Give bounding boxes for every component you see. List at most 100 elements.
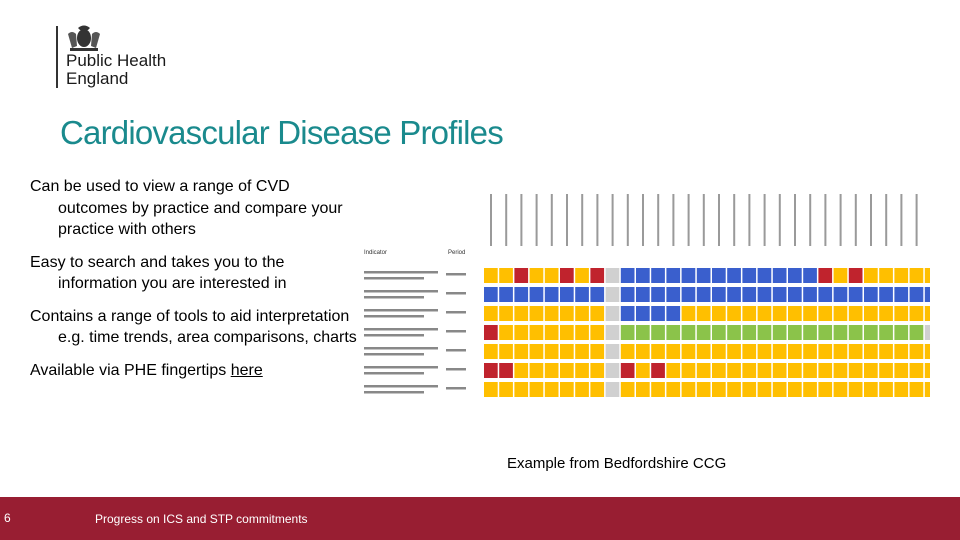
table-cell [727, 382, 741, 397]
table-cell [484, 306, 498, 321]
table-cell [909, 382, 924, 397]
table-cell [651, 344, 665, 359]
row-label-line [364, 366, 438, 369]
table-cell [833, 382, 848, 397]
table-cell [894, 287, 909, 302]
table-cell [666, 306, 681, 321]
table-cell [833, 287, 848, 302]
table-cell [788, 287, 802, 302]
table-cell [636, 344, 650, 359]
table-cell [894, 268, 909, 283]
table-cell [620, 268, 635, 283]
table-cell [696, 268, 711, 283]
column-header-text [854, 194, 857, 246]
table-cell [894, 306, 909, 321]
table-cell [772, 268, 787, 283]
logo-text: Public Health England [66, 51, 167, 88]
table-cell [757, 268, 772, 283]
table-cell [544, 344, 559, 359]
table-cell [544, 325, 559, 340]
table-cell [833, 363, 848, 378]
table-cell [529, 363, 544, 378]
table-cell [620, 344, 635, 359]
table-cell [848, 287, 863, 302]
table-cell [666, 344, 681, 359]
table-cell [529, 306, 544, 321]
table-cell [727, 325, 741, 340]
table-cell [909, 287, 924, 302]
column-header-text [672, 194, 675, 246]
table-cell [864, 287, 878, 302]
bullet-view-outcomes: Can be used to view a range of CVD outco… [30, 178, 343, 238]
table-cell [818, 306, 833, 321]
column-header-text [702, 194, 705, 246]
column-header-text [520, 194, 523, 246]
table-rows [364, 268, 930, 397]
table-cell [560, 325, 574, 340]
table-cell [727, 287, 741, 302]
table-cell [484, 268, 498, 283]
table-cell [499, 325, 513, 340]
table-cell [848, 382, 863, 397]
table-cell [590, 306, 605, 321]
table-cell [727, 306, 741, 321]
table-cell [651, 325, 665, 340]
table-cell [757, 325, 772, 340]
table-cell [879, 268, 893, 283]
table-cell [560, 344, 574, 359]
table-cell [560, 287, 574, 302]
table-cell [499, 382, 513, 397]
table-cell [605, 306, 620, 321]
table-cell [620, 306, 635, 321]
column-header-text [687, 194, 690, 246]
row-period-line [446, 387, 466, 390]
table-cell [575, 344, 589, 359]
table-cell [696, 382, 711, 397]
column-header-text [490, 194, 492, 246]
table-cell [864, 344, 878, 359]
row-label-line [364, 372, 424, 375]
table-cell [848, 325, 863, 340]
table-cell [590, 382, 605, 397]
table-cell [818, 325, 833, 340]
table-cell [879, 363, 893, 378]
table-cell [818, 287, 833, 302]
table-cell [499, 287, 513, 302]
table-cell [560, 268, 574, 283]
table-cell [605, 268, 620, 283]
column-header-text [733, 194, 736, 246]
table-cell [909, 306, 924, 321]
table-cell [742, 344, 757, 359]
row-period-line [446, 330, 466, 333]
row-label-line [364, 277, 424, 280]
table-cell [924, 325, 930, 340]
table-cell [742, 325, 757, 340]
table-cell [636, 268, 650, 283]
row-label-line [364, 290, 438, 293]
table-cell [712, 382, 726, 397]
phe-logo: Public Health England [56, 22, 206, 92]
table-cell [788, 363, 802, 378]
table-cell [772, 344, 787, 359]
table-cell [788, 268, 802, 283]
table-cell [590, 344, 605, 359]
page-number: 6 [4, 511, 11, 525]
table-cell [788, 306, 802, 321]
table-cell [757, 344, 772, 359]
period-header: Period [448, 250, 465, 256]
table-cell [924, 306, 930, 321]
column-header-text [748, 194, 751, 246]
table-cell [803, 306, 817, 321]
table-cell [544, 363, 559, 378]
table-cell [514, 325, 529, 340]
table-cell [788, 325, 802, 340]
table-cell [772, 382, 787, 397]
table-cell [803, 363, 817, 378]
column-header-text [778, 194, 781, 246]
table-cell [757, 306, 772, 321]
table-cell [727, 363, 741, 378]
footer-bar: 6 Progress on ICS and STP commitments [0, 497, 960, 540]
table-cell [620, 363, 635, 378]
fingertips-link[interactable]: here [230, 361, 263, 379]
table-cell [514, 306, 529, 321]
